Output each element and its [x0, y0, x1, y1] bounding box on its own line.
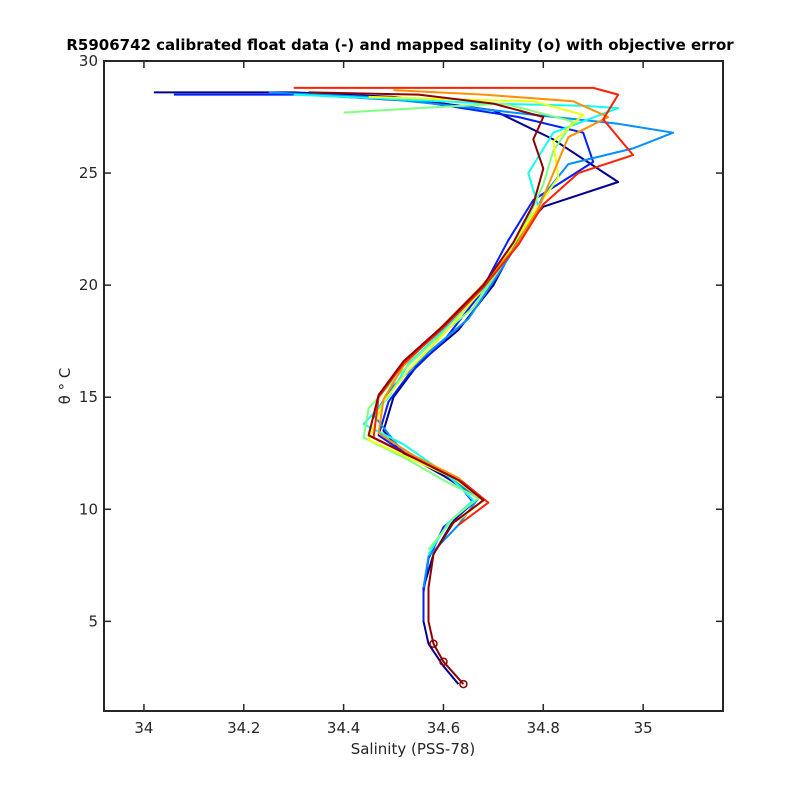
y-axis-label: θ ° C — [56, 368, 74, 405]
y-tick-label: 15 — [79, 388, 98, 406]
y-tick-label: 5 — [88, 612, 98, 630]
x-tick-label: 34.2 — [227, 719, 260, 737]
y-axis-ticks: 5 10 15 20 25 30 — [79, 52, 723, 630]
chart-title: R5906742 calibrated float data (-) and m… — [66, 36, 734, 54]
mapped-salinity-markers — [429, 639, 468, 689]
profile-line-6 — [367, 95, 585, 522]
plot-background — [104, 61, 723, 711]
profile-line-9 — [308, 91, 545, 685]
x-tick-label: 34 — [134, 719, 153, 737]
y-tick-label: 30 — [79, 52, 98, 70]
x-tick-label: 34.6 — [427, 719, 460, 737]
x-axis-ticks: 34 34.2 34.4 34.6 34.8 35 — [134, 61, 653, 737]
mapped-salinity-marker — [439, 657, 448, 666]
series-layer — [153, 86, 675, 685]
x-tick-label: 35 — [634, 719, 653, 737]
plot-area — [104, 61, 723, 711]
x-tick-label: 34.8 — [527, 719, 560, 737]
mapped-salinity-marker — [429, 639, 438, 649]
y-tick-label: 10 — [79, 500, 98, 518]
x-axis-label: Salinity (PSS-78) — [351, 740, 476, 758]
x-tick-label: 34.4 — [327, 719, 360, 737]
plot-frame — [103, 60, 724, 712]
y-tick-label: 25 — [79, 164, 98, 182]
mapped-salinity-marker — [459, 679, 468, 689]
y-tick-label: 20 — [79, 276, 98, 294]
